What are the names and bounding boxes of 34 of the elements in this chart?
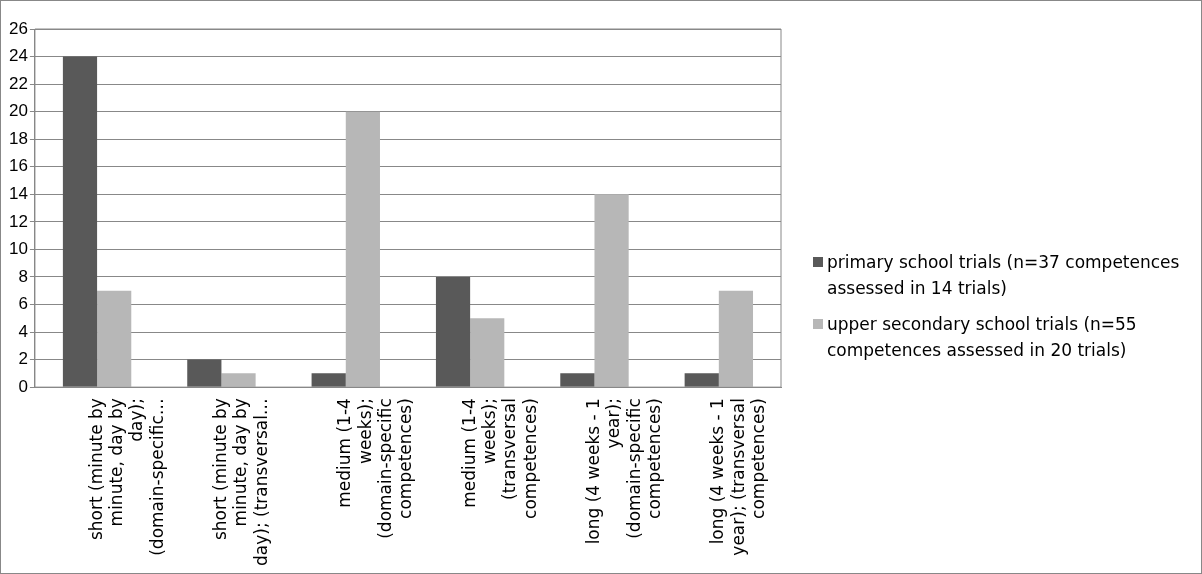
y-tick-label: 14 [8, 183, 28, 203]
y-tick-label: 6 [18, 294, 28, 314]
y-tick-label: 0 [18, 376, 28, 396]
bar [62, 56, 98, 387]
y-tick-label: 22 [8, 73, 28, 93]
y-tick-label: 26 [8, 18, 28, 38]
bar [221, 373, 256, 387]
y-tick-label: 24 [8, 46, 28, 66]
x-tick-label: short (minute by minute, day by day); (transversal… [209, 398, 271, 566]
y-tick-label: 4 [18, 321, 28, 341]
y-tick-label: 20 [8, 101, 28, 121]
x-tick-label: short (minute by minute, day by day); (domain-specific… [85, 398, 167, 556]
bar [560, 373, 595, 387]
bar [684, 373, 719, 387]
y-tick-label: 12 [8, 211, 28, 231]
bar [718, 290, 754, 387]
x-tick-label: long (4 weeks - 1 year); (transversal competences) [707, 398, 769, 556]
y-tick-label: 8 [18, 266, 28, 286]
bar [187, 359, 222, 387]
bar [435, 276, 471, 387]
legend-label: primary school trials (n=37 competences assessed in 14 trials) [827, 251, 1181, 300]
x-tick-label: long (4 weeks - 1 year); (domain-specific competences) [582, 398, 665, 545]
x-tick-label: medium (1-4 weeks); (transversal competences) [458, 398, 540, 519]
y-tick-label: 10 [8, 239, 28, 259]
y-tick-label: 18 [8, 128, 28, 148]
legend-label: upper secondary school trials (n=55 competences assessed in 20 trials) [827, 313, 1138, 362]
bar [311, 373, 346, 387]
bar [470, 318, 505, 387]
y-tick-label: 2 [18, 349, 28, 369]
bar [345, 111, 380, 387]
x-tick-label: medium (1-4 weeks); (domain-specific competences) [334, 398, 416, 539]
bar [97, 290, 132, 387]
bar [594, 194, 629, 387]
y-tick-label: 16 [8, 156, 28, 176]
